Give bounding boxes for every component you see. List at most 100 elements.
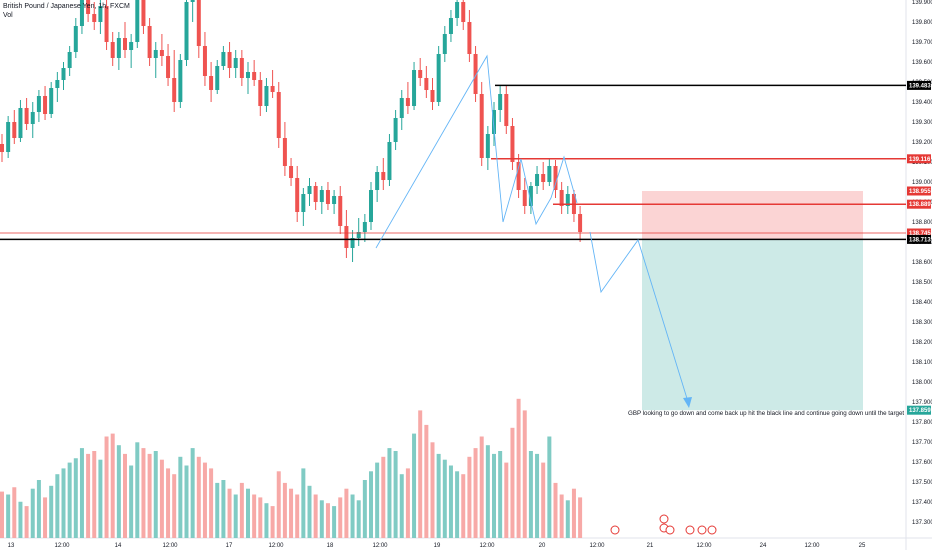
volume-bar — [369, 471, 373, 538]
volume-bar — [492, 453, 496, 538]
volume-bar — [0, 491, 4, 538]
volume-bar — [516, 398, 521, 538]
time-tick-label: 12:00 — [804, 543, 820, 549]
price-tick-label: 139.200 — [912, 140, 932, 146]
candle-body — [350, 238, 355, 248]
candle-body — [36, 96, 41, 112]
volume-bar — [541, 462, 546, 538]
candle-body — [565, 194, 570, 206]
volume-bar — [498, 451, 503, 538]
candle-body — [362, 222, 367, 232]
candle-body — [522, 190, 527, 206]
candle-body — [92, 14, 97, 22]
time-tick-label: 12:00 — [162, 543, 178, 549]
volume-bar — [30, 488, 35, 538]
price-tick-label: 137.600 — [912, 460, 932, 466]
volume-bar — [49, 485, 54, 538]
volume-bar — [270, 506, 275, 538]
time-tick-label: 12:00 — [54, 543, 70, 549]
time-tick-label: 18 — [327, 543, 334, 549]
time-tick-label: 21 — [647, 543, 654, 549]
volume-bar — [547, 436, 552, 538]
volume-bar — [559, 494, 564, 538]
candle-body — [233, 58, 238, 68]
time-tick-label: 24 — [760, 543, 767, 549]
candle-body — [430, 90, 435, 102]
candle-body — [479, 94, 484, 158]
volume-bar — [412, 433, 417, 538]
volume-bar — [436, 453, 441, 538]
volume-bar — [393, 451, 398, 538]
candle-body — [141, 0, 146, 26]
volume-bar — [6, 494, 11, 538]
candle-body — [418, 70, 423, 78]
volume-bar — [350, 494, 355, 538]
volume-bar — [301, 468, 306, 538]
price-tick-label: 137.700 — [912, 440, 932, 446]
price-tick-label: 139.300 — [912, 120, 932, 126]
price-tag — [907, 199, 931, 209]
candle-body — [104, 6, 109, 42]
price-tag — [907, 154, 931, 164]
economic-event-icon — [697, 525, 707, 535]
candle-body — [116, 38, 121, 58]
volume-bar — [461, 474, 466, 538]
time-tick-label: 25 — [859, 543, 866, 549]
candle-body — [332, 196, 337, 204]
volume-bar — [36, 480, 41, 538]
volume-bar — [215, 482, 220, 538]
volume-bar — [578, 497, 583, 538]
time-tick-label: 19 — [434, 543, 441, 549]
volume-bar — [227, 488, 232, 538]
price-tick-label: 138.600 — [912, 260, 932, 266]
candle-body — [55, 80, 60, 88]
candle-body — [276, 92, 281, 138]
candle-body — [516, 162, 521, 190]
candle-body — [123, 38, 127, 50]
volume-bar — [172, 474, 177, 538]
candle-body — [159, 50, 164, 56]
candle-body — [110, 42, 115, 58]
candle-body — [6, 122, 11, 152]
volume-bar — [571, 488, 576, 538]
price-tag-label: 138.889 — [909, 202, 931, 208]
candle-body — [399, 98, 404, 118]
volume-bar — [442, 459, 447, 538]
volume-bar — [399, 474, 404, 538]
volume-bar — [258, 497, 263, 538]
candle-body — [325, 190, 330, 204]
volume-bar — [135, 442, 140, 538]
volume-bar — [178, 456, 183, 538]
trade-annotation: GBP looking to go down and come back up … — [628, 410, 905, 417]
candle-body — [196, 0, 201, 46]
volume-bar — [553, 482, 558, 538]
candle-body — [264, 86, 269, 106]
volume-bar — [276, 471, 281, 538]
candle-body — [356, 232, 361, 238]
volume-bar — [479, 436, 484, 538]
candle-body — [553, 166, 558, 190]
volume-bar — [141, 448, 146, 538]
volume-bar — [86, 453, 91, 538]
volume-bar — [307, 485, 312, 538]
volume-bar — [282, 482, 287, 538]
price-tick-label: 138.400 — [912, 300, 932, 306]
candle-body — [559, 190, 564, 206]
candle-body — [485, 134, 490, 158]
price-tick-label: 139.900 — [912, 0, 932, 6]
volume-bar — [252, 494, 257, 538]
price-tick-label: 138.200 — [912, 340, 932, 346]
economic-event-icon — [610, 525, 620, 535]
candle-body — [498, 94, 503, 110]
forecast-arrowhead — [683, 397, 692, 408]
candle-body — [0, 144, 4, 152]
economic-event-icon — [659, 514, 669, 524]
candle-body — [49, 88, 54, 114]
volume-bar — [528, 451, 533, 538]
volume-bar — [362, 480, 367, 538]
volume-bar — [202, 462, 207, 538]
volume-bar — [153, 451, 158, 538]
time-tick-label: 13 — [8, 543, 15, 549]
price-tick-label: 139.600 — [912, 60, 932, 66]
